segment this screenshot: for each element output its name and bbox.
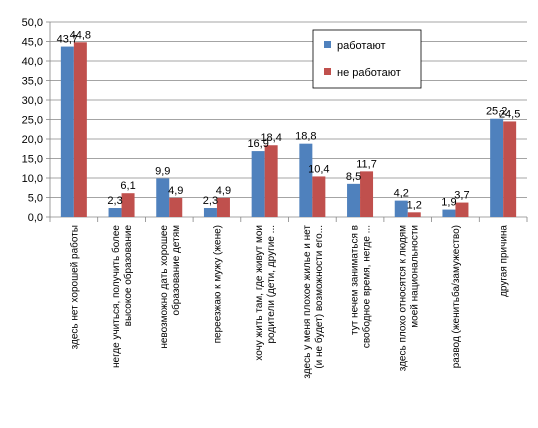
x-category-label: негде учиться, получить более высокое обр… — [110, 225, 134, 368]
x-category-label: здесь плохо относятся к людям моей национ… — [397, 225, 420, 371]
bar-rabotayut — [156, 178, 170, 217]
x-category-label: тут нечем заниматься в свободное время, н… — [350, 225, 373, 348]
x-category-label-line: негде учиться, получить более — [110, 225, 122, 368]
bar-ne-rabotayut — [121, 193, 135, 217]
bar-ne-rabotayut — [503, 121, 517, 217]
x-category-label: здесь у меня плохое жилье и нет (и не буд… — [302, 225, 325, 379]
y-tick-label: 15,0 — [22, 154, 43, 166]
x-category-label-line: развод (женитьба/замужество) — [450, 225, 462, 368]
data-label: 4,9 — [168, 185, 183, 197]
bar-rabotayut — [490, 118, 504, 217]
data-label: 1,2 — [407, 199, 422, 211]
category-labels: здесь нет хорошей работы негде учиться, п… — [68, 225, 509, 379]
data-label: 24,5 — [499, 108, 520, 120]
legend: работают не работают — [312, 29, 422, 89]
y-tick-label: 30,0 — [22, 95, 43, 107]
data-label: 4,2 — [394, 188, 409, 200]
legend-swatch-series-1 — [324, 41, 331, 48]
bar-ne-rabotayut — [73, 42, 87, 217]
x-category-label-line: здесь нет хорошей работы — [68, 225, 80, 349]
bar-ne-rabotayut — [216, 197, 230, 217]
gridlines — [50, 21, 527, 198]
data-label: 18,8 — [295, 131, 316, 143]
bar-ne-rabotayut — [455, 202, 469, 217]
legend-box — [312, 29, 422, 89]
data-label: 8,5 — [346, 171, 361, 183]
x-category-label-line: образование детям — [170, 225, 182, 316]
bar-rabotayut — [347, 183, 361, 217]
x-category-label: здесь нет хорошей работы — [68, 225, 80, 349]
x-category-label-line: хочу жить там, где живут мои — [254, 225, 265, 361]
bar-ne-rabotayut — [169, 197, 183, 217]
data-label: 25,2 — [486, 106, 507, 118]
legend-label-series-1: работают — [337, 40, 386, 52]
x-category-label-line: (и не будет) возможности его... — [313, 225, 325, 369]
data-label: 9,9 — [155, 165, 170, 177]
y-tick-label: 0,0 — [28, 212, 43, 224]
data-label: 2,3 — [203, 195, 218, 207]
x-category-label-line: здесь плохо относятся к людям — [397, 225, 408, 371]
bar-ne-rabotayut — [264, 145, 278, 217]
data-label: 1,9 — [441, 197, 456, 209]
data-label: 6,1 — [120, 180, 135, 192]
x-category-label: развод (женитьба/замужество) — [450, 225, 462, 368]
data-label: 10,4 — [308, 163, 329, 175]
bar-rabotayut — [60, 46, 74, 217]
bars — [60, 42, 517, 217]
data-label: 3,7 — [454, 190, 469, 202]
data-label: 18,4 — [260, 132, 281, 144]
bar-ne-rabotayut — [360, 171, 374, 217]
data-label: 4,9 — [216, 185, 231, 197]
x-category-label: хочу жить там, где живут мои родители (де… — [254, 225, 277, 361]
data-label: 16,9 — [247, 138, 268, 150]
bar-rabotayut — [442, 209, 456, 217]
legend-label-series-2: не работают — [337, 67, 401, 79]
x-category-label: переезжаю к мужу (жене) — [212, 225, 223, 343]
x-category-label: другая причина — [499, 225, 510, 297]
bar-rabotayut — [108, 208, 122, 217]
bar-rabotayut — [203, 208, 217, 217]
y-tick-label: 40,0 — [22, 56, 43, 68]
bar-rabotayut — [394, 200, 408, 217]
axes: 0,0 5,0 10,0 15,0 20,0 25,0 30,0 35,0 40,0 45,0 50… — [22, 17, 528, 224]
y-tick-label: 10,0 — [22, 173, 43, 185]
y-tick-label: 20,0 — [22, 134, 43, 146]
y-tick-label: 50,0 — [22, 17, 43, 29]
legend-swatch-series-2 — [324, 68, 331, 75]
data-label: 44,8 — [70, 29, 91, 41]
y-tick-label: 35,0 — [22, 76, 43, 88]
x-category-label-line: переезжаю к мужу (жене) — [212, 225, 223, 343]
x-category-label-line: здесь у меня плохое жилье и нет — [302, 225, 313, 379]
x-category-label-line: моей национальности — [409, 225, 420, 328]
x-category-label-line: тут нечем заниматься в — [350, 225, 361, 335]
x-category-label-line: невозможно дать хорошее — [159, 225, 170, 349]
x-category-label-line: другая причина — [499, 225, 510, 297]
bar-ne-rabotayut — [312, 176, 326, 217]
y-tick-label: 5,0 — [28, 193, 43, 205]
data-label: 2,3 — [107, 195, 122, 207]
y-tick-label: 25,0 — [22, 115, 43, 127]
bar-ne-rabotayut — [407, 212, 421, 217]
data-label: 11,7 — [356, 158, 377, 170]
x-category-label-line: высокое образование — [122, 225, 134, 327]
x-category-label-line: родители (дети, другие ... — [266, 225, 277, 344]
x-category-label-line: свободное время, негде ... — [361, 225, 373, 348]
y-tick-label: 45,0 — [22, 37, 43, 49]
bar-rabotayut — [299, 143, 313, 217]
bar-rabotayut — [251, 151, 265, 217]
data-labels: 43,744,82,36,19,94,92,34,916,918,4 18,810… — [57, 29, 521, 211]
x-category-label: невозможно дать хорошее образование детям — [159, 225, 182, 349]
data-label: 43,7 — [57, 34, 78, 46]
